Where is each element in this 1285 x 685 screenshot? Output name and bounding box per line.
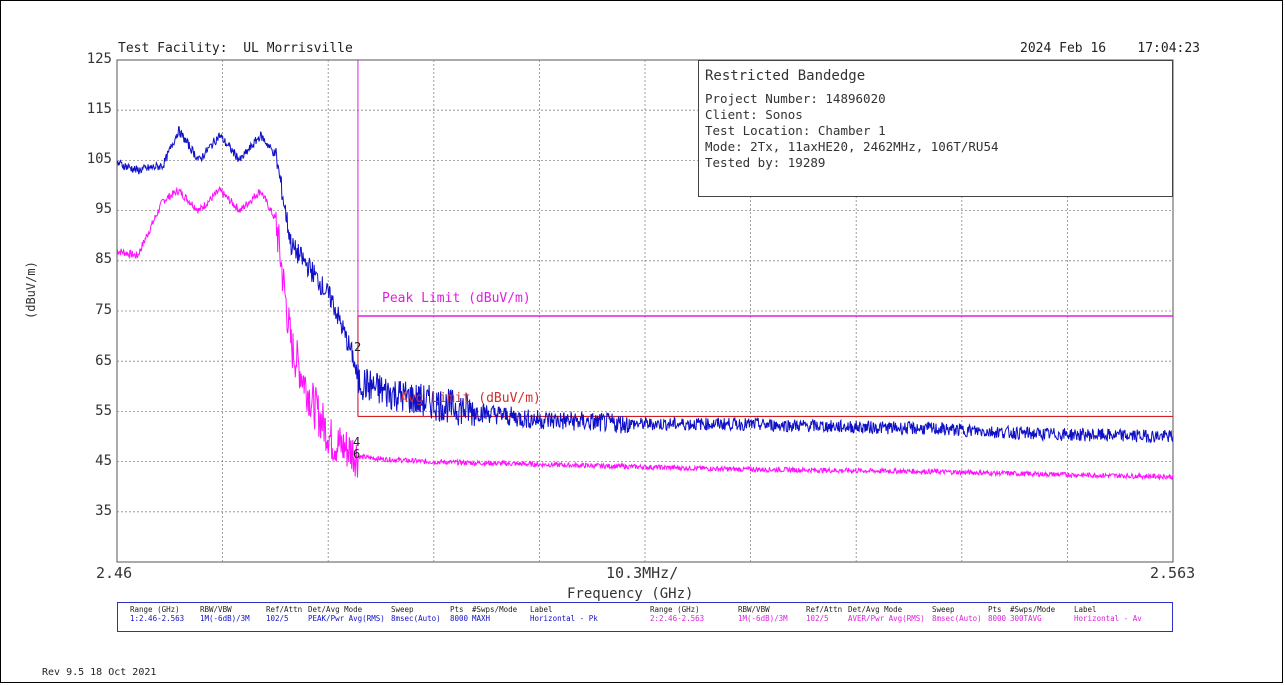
legend-col-ref-1: Ref/Attn 102/5 (266, 605, 302, 623)
legend-header: Label (530, 605, 553, 614)
info-line: Mode: 2Tx, 11axHE20, 2462MHz, 106T/RU54 (705, 139, 999, 154)
legend-header: #Swps/Mode (472, 605, 518, 614)
legend-value: Horizontal - Av (1074, 614, 1142, 623)
info-line: Test Location: Chamber 1 (705, 123, 886, 138)
legend-value: 8000 (988, 614, 1007, 623)
trace-line (116, 185, 1174, 481)
legend-header: Range (GHz) (130, 605, 180, 614)
legend-header: Det/Avg Mode (848, 605, 903, 614)
legend-col-sweep-1: Sweep 8msec(Auto) (391, 605, 441, 623)
legend-col-det-2: Det/Avg Mode AVER/Pwr Avg(RMS) (848, 605, 925, 623)
legend-col-range-1: Range (GHz) 1:2.46-2.563 (130, 605, 184, 623)
x-start-label: 2.46 (96, 564, 133, 582)
legend-col-label-1: Label Horizontal - Pk (530, 605, 598, 623)
legend-col-sweep-2: Sweep 8msec(Auto) (932, 605, 982, 623)
legend-header: Sweep (932, 605, 955, 614)
legend-col-swps-1: #Swps/Mode MAXH (472, 605, 517, 623)
legend-header: Det/Avg Mode (308, 605, 363, 614)
legend-value: 300TAVG (1010, 614, 1042, 623)
info-line: Client: Sonos (705, 107, 803, 122)
legend-header: #Swps/Mode (1010, 605, 1056, 614)
x-div-label: 10.3MHz/ (606, 564, 679, 582)
legend-col-rbw-1: RBW/VBW 1M(-6dB)/3M (200, 605, 250, 623)
legend-header: Sweep (391, 605, 414, 614)
legend-value: 8000 (450, 614, 469, 623)
legend-value: 1:2.46-2.563 (130, 614, 185, 623)
info-line: Project Number: 14896020 (705, 91, 886, 106)
legend-col-label-2: Label Horizontal - Av (1074, 605, 1142, 623)
legend-value: 102/5 (806, 614, 829, 623)
legend-value: MAXH (472, 614, 491, 623)
y-tick: 105 (86, 151, 112, 167)
revision-footer: Rev 9.5 18 Oct 2021 (42, 667, 157, 678)
legend-value: 2:2.46-2.563 (650, 614, 705, 623)
info-line: Tested by: 19289 (705, 155, 826, 170)
y-tick: 95 (95, 201, 112, 217)
legend-header: Pts (450, 605, 464, 614)
legend-col-swps-2: #Swps/Mode 300TAVG (1010, 605, 1055, 623)
limit-lines (357, 60, 1173, 418)
y-tick: 85 (95, 251, 112, 267)
y-tick: 115 (86, 101, 112, 117)
traces (116, 126, 1174, 481)
trace-legend: Range (GHz) 1:2.46-2.563 RBW/VBW 1M(-6dB… (117, 602, 1173, 632)
legend-header: RBW/VBW (200, 605, 232, 614)
legend-col-pts-1: Pts 8000 (450, 605, 468, 623)
test-facility: Test Facility: UL Morrisville (118, 41, 353, 56)
y-tick: 65 (95, 353, 112, 369)
y-axis-label: (dBuV/m) (24, 261, 38, 319)
legend-col-pts-2: Pts 8000 (988, 605, 1006, 623)
legend-value: AVER/Pwr Avg(RMS) (848, 614, 925, 623)
legend-header: Pts (988, 605, 1002, 614)
legend-value: PEAK/Pwr Avg(RMS) (308, 614, 385, 623)
marker-2: 2 (354, 340, 362, 354)
legend-value: 8msec(Auto) (391, 614, 441, 623)
test-datetime: 2024 Feb 16 17:04:23 (1020, 41, 1201, 56)
legend-value: 8msec(Auto) (932, 614, 982, 623)
marker-4: 4 (353, 435, 361, 449)
plot-grid (116, 59, 1174, 563)
legend-value: Horizontal - Pk (530, 614, 598, 623)
info-title: Restricted Bandedge (705, 68, 866, 84)
legend-col-ref-2: Ref/Attn 102/5 (806, 605, 842, 623)
y-tick: 125 (86, 51, 112, 67)
y-tick: 35 (95, 503, 112, 519)
legend-header: Ref/Attn (266, 605, 303, 614)
marker-6: 6 (353, 447, 361, 461)
legend-value: 1M(-6dB)/3M (738, 614, 788, 623)
y-tick: 45 (95, 453, 112, 469)
legend-col-rbw-2: RBW/VBW 1M(-6dB)/3M (738, 605, 788, 623)
x-axis-label: Frequency (GHz) (567, 586, 694, 602)
avg-limit-label: Avg Limit (dBuV/m) (400, 391, 541, 406)
info-box: Restricted Bandedge Project Number: 1489… (698, 60, 1173, 197)
legend-header: RBW/VBW (738, 605, 770, 614)
legend-value: 1M(-6dB)/3M (200, 614, 250, 623)
trace-line (116, 126, 1174, 444)
y-tick: 75 (95, 302, 112, 318)
legend-header: Ref/Attn (806, 605, 843, 614)
x-stop-label: 2.563 (1150, 564, 1196, 582)
legend-header: Label (1074, 605, 1097, 614)
legend-col-det-1: Det/Avg Mode PEAK/Pwr Avg(RMS) (308, 605, 385, 623)
peak-limit-label: Peak Limit (dBuV/m) (382, 291, 531, 306)
legend-value: 102/5 (266, 614, 289, 623)
legend-col-range-2: Range (GHz) 2:2.46-2.563 (650, 605, 704, 623)
y-tick: 55 (95, 403, 112, 419)
legend-header: Range (GHz) (650, 605, 700, 614)
